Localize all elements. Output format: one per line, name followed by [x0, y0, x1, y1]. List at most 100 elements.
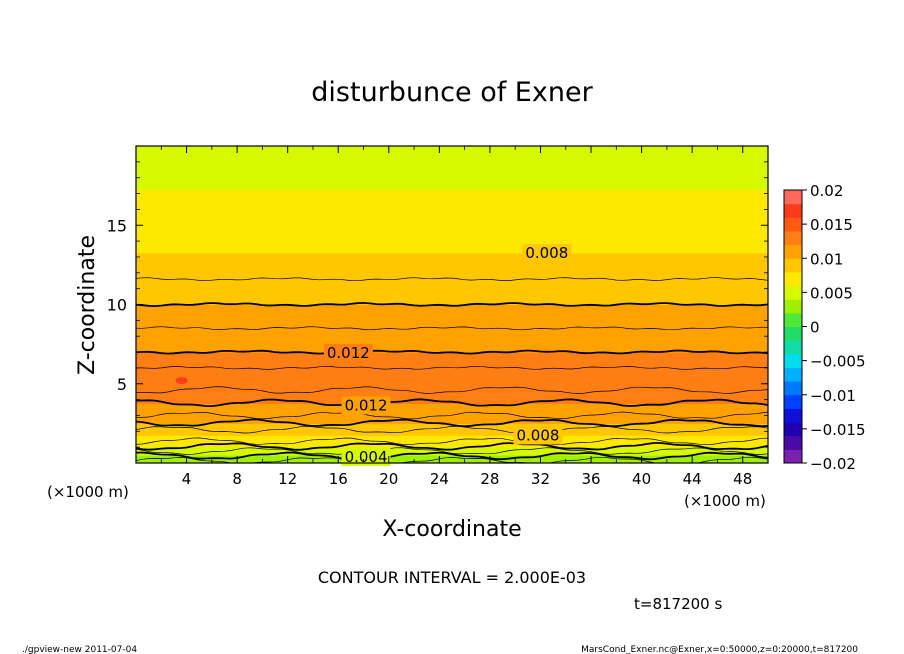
colorbar-tick-label: 0 — [810, 319, 820, 337]
colorbar-swatch — [784, 285, 802, 300]
x-tick-label: 20 — [379, 470, 398, 488]
x-tick-label: 16 — [329, 470, 348, 488]
field-band — [136, 282, 768, 286]
field-band — [136, 220, 768, 224]
colorbar-swatch — [784, 326, 802, 341]
colorbar-swatch — [784, 190, 802, 205]
field-band — [136, 212, 768, 216]
field-band — [136, 195, 768, 199]
field-band — [136, 329, 768, 333]
field-band — [136, 167, 768, 171]
x-tick-label: 8 — [232, 470, 242, 488]
contour-line — [136, 456, 768, 463]
field-band — [136, 183, 768, 187]
field-band — [136, 280, 768, 284]
x-tick-label: 44 — [683, 470, 702, 488]
field-band — [136, 454, 768, 458]
field-band — [136, 286, 768, 290]
colorbar-tick-label: −0.01 — [810, 387, 856, 405]
field-band — [136, 210, 768, 214]
field-band — [136, 399, 768, 403]
field-band — [136, 327, 768, 331]
field-band — [136, 218, 768, 222]
field-band — [136, 434, 768, 438]
field-band — [136, 240, 768, 244]
x-tick-label: 4 — [182, 470, 192, 488]
contour-label-bg — [513, 426, 563, 445]
contour-label-bg — [323, 344, 373, 363]
field-band — [136, 379, 768, 383]
contour-label-bg — [522, 244, 572, 263]
field-band — [136, 446, 768, 450]
field-band — [136, 428, 768, 432]
field-band — [136, 407, 768, 411]
field-band — [136, 153, 768, 157]
field-band — [136, 274, 768, 278]
contour-line — [136, 447, 768, 455]
contour-line — [136, 386, 768, 394]
field-band — [136, 197, 768, 200]
colorbar-swatch — [784, 367, 802, 382]
field-band — [136, 198, 768, 202]
contour-line — [136, 437, 768, 446]
field-band — [136, 426, 768, 430]
field-band — [136, 228, 768, 232]
field-band — [136, 302, 768, 305]
chart-title: disturbunce of Exner — [311, 77, 593, 108]
field-band — [136, 147, 768, 151]
y-tick-label: 10 — [107, 296, 127, 315]
field-band — [136, 387, 768, 391]
field-band — [136, 395, 768, 399]
field-band — [136, 244, 768, 248]
contour-label-bg — [341, 447, 391, 466]
field-band — [136, 317, 768, 321]
field-band — [136, 456, 768, 460]
colorbar-swatch — [784, 258, 802, 273]
field-band — [136, 319, 768, 323]
field-band — [136, 177, 768, 181]
field-band — [136, 187, 768, 191]
colorbar-ticks: 0.02 0.015 0.01 0.005 0 −0.005 −0.01 −0.015 −0.0… — [802, 182, 866, 473]
field-band — [136, 159, 768, 163]
field-band — [136, 383, 768, 387]
field-band — [136, 151, 768, 155]
field-band — [136, 321, 768, 325]
field-band — [136, 214, 768, 218]
x-tick-label: 36 — [581, 470, 600, 488]
field-band — [136, 157, 768, 161]
colorbar-swatch — [784, 449, 802, 464]
field-band — [136, 238, 768, 242]
footer-right: MarsCond_Exner.nc@Exner,x=0:50000,z=0:20… — [581, 645, 858, 654]
field-band — [136, 397, 768, 401]
field-band — [136, 236, 768, 240]
field-band — [136, 278, 768, 282]
field-band — [136, 438, 768, 442]
footer-left: ./gpview-new 2011-07-04 — [22, 645, 137, 654]
field-band — [136, 440, 768, 444]
y-axis: 5 10 15 — [107, 161, 768, 448]
field-band — [136, 389, 768, 393]
colorbar-swatch — [784, 244, 802, 259]
colorbar-swatch — [784, 422, 802, 437]
x-tick-label: 32 — [531, 470, 550, 488]
colorbar-swatch — [784, 312, 802, 327]
time-stamp: t=817200 s — [634, 595, 722, 613]
colorbar-tick-label: −0.005 — [810, 353, 866, 371]
contour-label: 0.008 — [516, 426, 559, 444]
field-band — [136, 333, 768, 337]
field-band — [136, 270, 768, 274]
field-band — [136, 442, 768, 446]
contour-lines — [136, 277, 768, 463]
field-band — [136, 460, 768, 463]
field-band — [136, 171, 768, 175]
x-tick-label: 48 — [733, 470, 752, 488]
contour-line — [136, 442, 768, 451]
field-band — [136, 371, 768, 375]
field-band — [136, 246, 768, 250]
field-band — [136, 363, 768, 367]
field-band — [136, 349, 768, 353]
field-band — [136, 234, 768, 238]
field-band — [136, 226, 768, 230]
colorbar-swatch — [784, 217, 802, 232]
